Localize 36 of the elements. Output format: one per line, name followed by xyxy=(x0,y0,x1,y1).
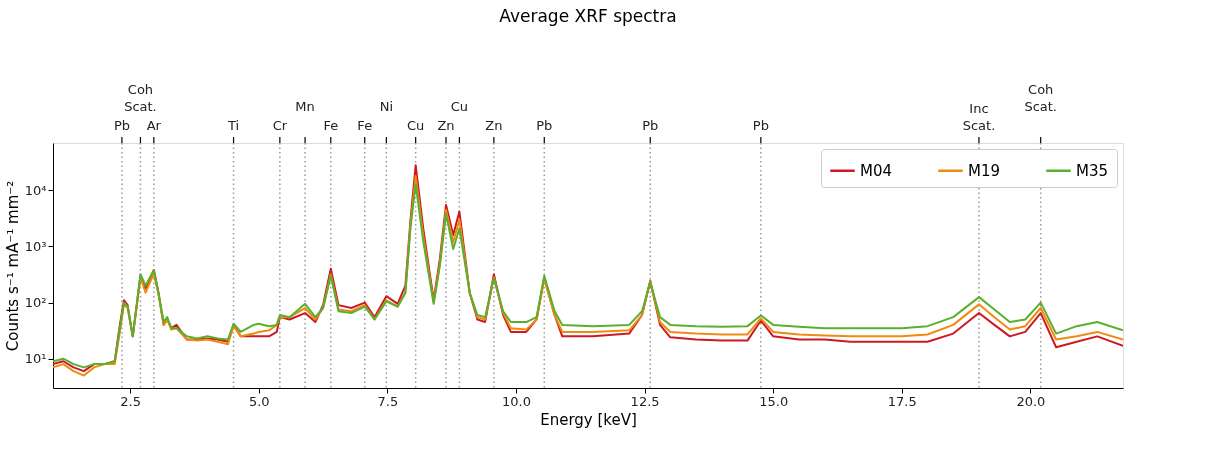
y-axis-title: Counts s⁻¹ mA⁻¹ mm⁻² xyxy=(3,180,22,352)
ref-line-label: Pb xyxy=(752,118,769,133)
ref-line-label: Inc Scat. xyxy=(962,101,996,133)
ref-line-label: Fe xyxy=(323,118,339,133)
y-tick-label: 10² xyxy=(24,295,47,311)
x-tick-label: 2.5 xyxy=(120,393,142,409)
chart-title: Average XRF spectra xyxy=(499,6,677,26)
ref-line-label: Cu xyxy=(450,99,469,114)
ref-line-label: Zn xyxy=(437,118,455,133)
x-tick-label: 12.5 xyxy=(630,393,660,409)
x-tick-label: 7.5 xyxy=(377,393,399,409)
ref-line-label: Coh Scat. xyxy=(124,82,157,114)
y-tick-label: 10⁴ xyxy=(24,182,47,198)
ref-line-label: Pb xyxy=(642,118,659,133)
y-tick-label: 10³ xyxy=(24,238,47,254)
ref-line-label: Pb xyxy=(536,118,553,133)
legend-label: M35 xyxy=(1076,161,1109,180)
x-tick-label: 15.0 xyxy=(759,393,789,409)
ref-line-label: Pb xyxy=(113,118,130,133)
ref-line-label: Zn xyxy=(485,118,503,133)
x-tick-label: 20.0 xyxy=(1016,393,1046,409)
ref-line-label: Fe xyxy=(357,118,373,133)
y-tick-label: 10¹ xyxy=(24,351,47,367)
ref-line-label: Coh Scat. xyxy=(1024,82,1057,114)
legend-label: M04 xyxy=(860,161,893,180)
x-tick-label: 10.0 xyxy=(502,393,531,409)
ref-line-label: Ar xyxy=(146,118,162,133)
ref-line-label: Ti xyxy=(226,118,240,133)
x-axis-title: Energy [keV] xyxy=(540,410,637,429)
ref-line-label: Cr xyxy=(272,118,288,133)
x-tick-label: 17.5 xyxy=(887,393,917,409)
legend-label: M19 xyxy=(968,161,1001,180)
ref-line-label: Ni xyxy=(379,99,394,114)
ref-line-label: Mn xyxy=(295,99,315,114)
ref-line-label: Cu xyxy=(407,118,425,133)
x-tick-label: 5.0 xyxy=(248,393,270,409)
